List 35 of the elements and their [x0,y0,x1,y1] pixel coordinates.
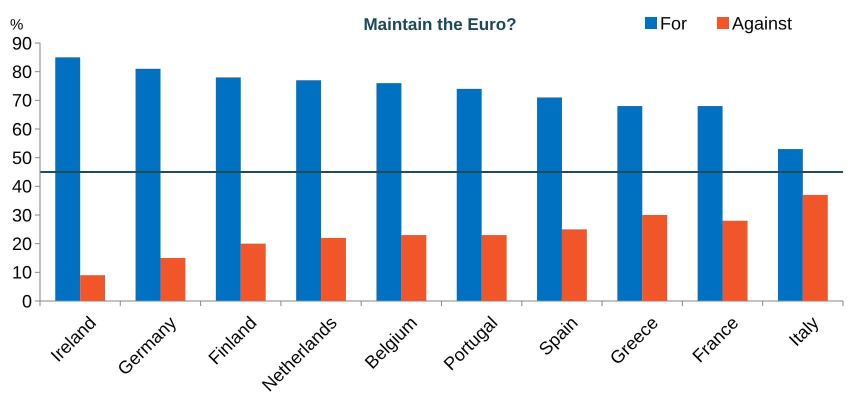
x-tick-label: Italy [785,312,823,350]
y-tick-label: 30 [12,205,32,226]
y-tick-label: 90 [12,33,32,54]
bar [537,97,562,301]
y-tick-label: 40 [12,176,32,197]
y-tick-label: 50 [12,148,32,168]
chart-title: Maintain the Euro? [364,15,516,34]
y-axis-title: % [10,16,24,34]
bar [456,88,482,301]
y-tick-label: 80 [12,62,32,82]
bar [778,149,803,301]
bar [617,106,642,301]
bar [80,275,106,301]
bar [482,235,507,301]
y-tick-label: 10 [12,262,32,283]
legend-label: For [660,13,688,34]
legend-label: Against [732,13,792,34]
bar [722,220,748,301]
bar [296,80,322,301]
bar [698,106,723,301]
bar [136,68,160,301]
y-tick-label: 70 [12,90,32,111]
bar [562,229,587,301]
bar [401,235,426,301]
bar [216,77,241,301]
y-tick-label: 0 [22,291,32,312]
bar [376,83,402,301]
bar [55,57,80,301]
y-tick-label: 20 [12,234,32,254]
bar [642,215,668,301]
bar [321,238,346,301]
bar [160,258,186,301]
bar [802,194,828,301]
bar [240,244,266,301]
y-tick-label: 60 [12,119,32,140]
